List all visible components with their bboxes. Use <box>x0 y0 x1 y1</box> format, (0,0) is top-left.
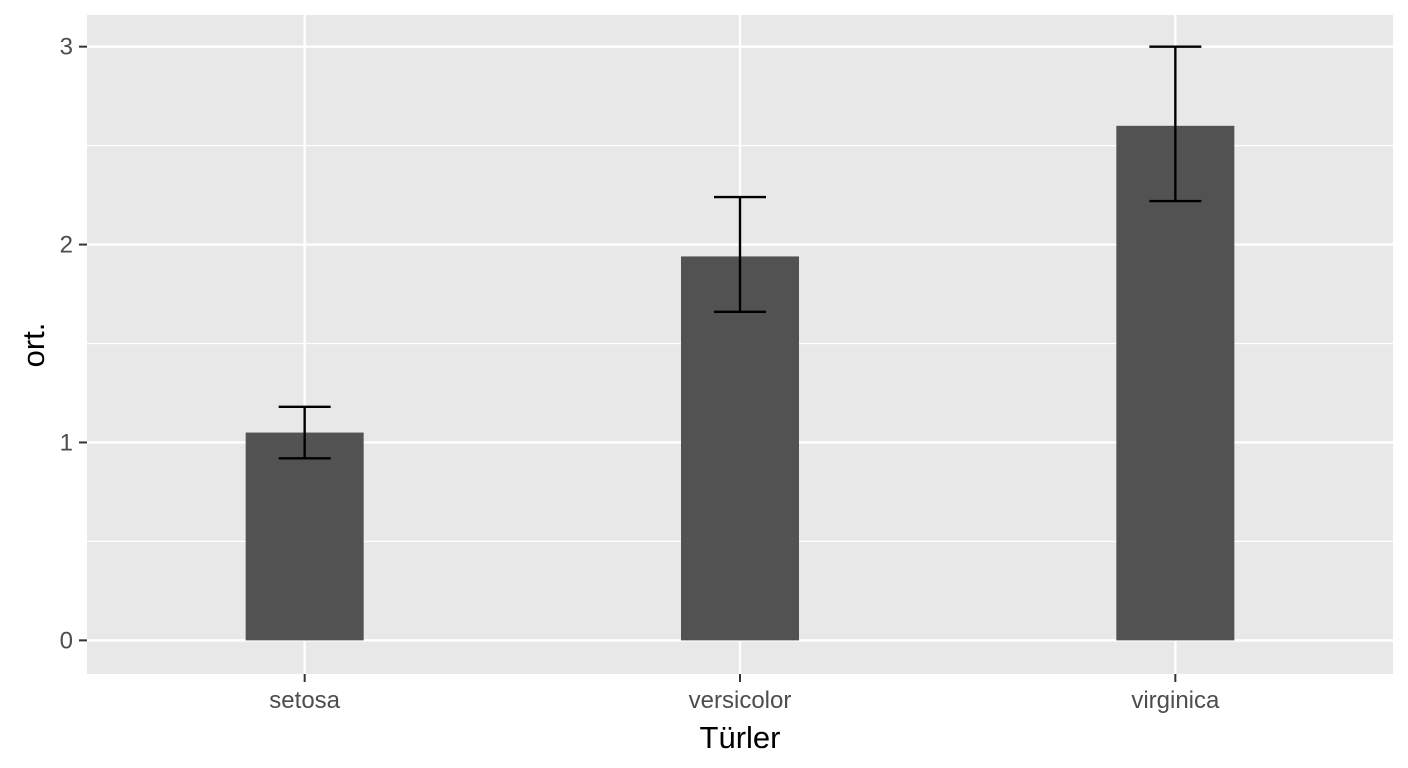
bar-versicolor <box>681 256 799 641</box>
bar-setosa <box>245 432 364 641</box>
y-tick-label: 1 <box>60 429 73 456</box>
error-bar-series <box>278 45 1202 460</box>
y-tick-label: 2 <box>60 232 73 259</box>
x-axis: setosa versicolor virginica <box>269 674 1220 714</box>
bar-series <box>245 125 1235 641</box>
error-bar-setosa <box>278 405 331 460</box>
y-axis-title: ort. <box>16 323 51 368</box>
error-bar-virginica <box>1149 45 1202 203</box>
x-axis-title: Türler <box>700 720 781 755</box>
x-tick-label: versicolor <box>689 687 792 714</box>
error-bar-versicolor <box>714 195 766 314</box>
y-axis: 0 1 2 3 <box>60 34 87 654</box>
bar-virginica <box>1116 125 1235 641</box>
y-tick-label: 0 <box>60 627 73 654</box>
x-tick-label: setosa <box>269 687 340 714</box>
x-tick-label: virginica <box>1131 687 1220 714</box>
y-tick-label: 3 <box>60 34 73 61</box>
